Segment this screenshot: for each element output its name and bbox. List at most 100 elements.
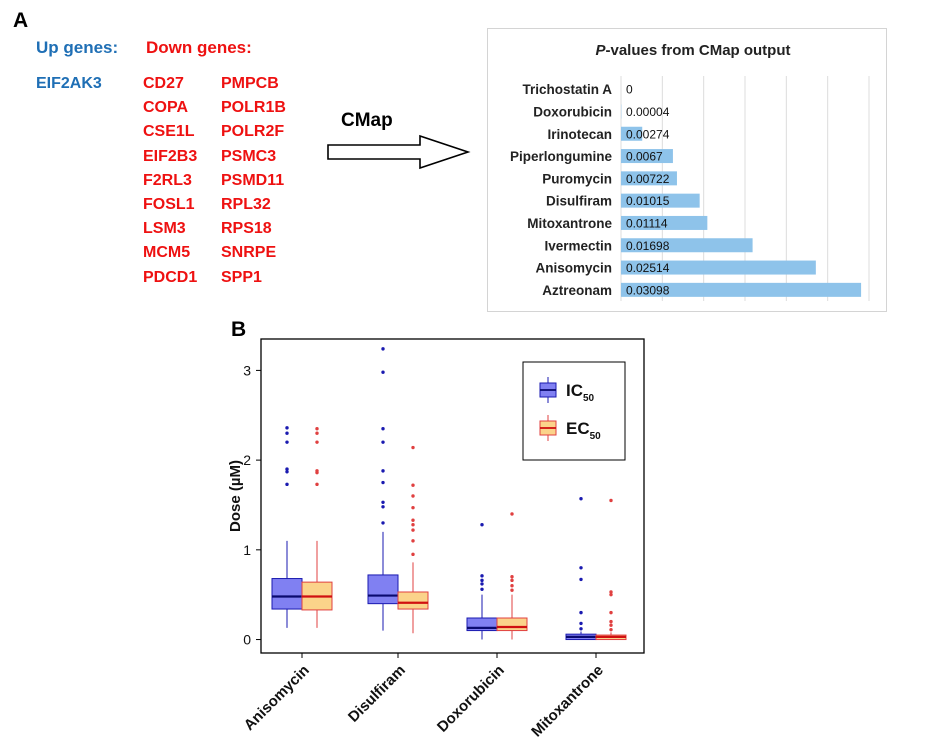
category-label: Trichostatin A [522,82,612,97]
outlier-point [381,521,385,525]
outlier-point [579,577,583,582]
gene-label: MCM5 [143,244,191,262]
gene-label: POLR2F [221,123,285,141]
outlier-point [579,627,583,631]
outlier-point [411,518,415,522]
value-label: 0.0067 [626,150,663,164]
category-label: Ivermectin [544,238,612,253]
pvalue-chart-panel: P-values from CMap output Trichostatin A 0… [487,28,887,312]
outlier-point [609,627,613,632]
category-label: Puromycin [542,171,612,186]
outlier-point [411,523,415,527]
value-label: 0.00004 [626,105,670,119]
outlier-point [411,528,415,532]
outlier-point [480,523,484,527]
outlier-point [381,347,385,351]
outlier-point [381,500,385,504]
gene-label: RPL32 [221,196,271,214]
value-label: 0 [626,83,633,97]
outlier-point [510,588,514,592]
cmap-arrow-shape [327,134,471,170]
pvalue-bar-chart: P-values from CMap output Trichostatin A 0… [510,42,870,301]
outlier-point [315,440,319,444]
down-genes-list-col2: PMPCB POLR1B POLR2F PSMC3 PSMD11 RPL32 RPS18 SN… [221,72,286,290]
outlier-point [411,539,415,543]
outlier-point [609,619,613,624]
outlier-point [381,440,385,444]
gene-label: SNRPE [221,244,277,262]
x-tick-label: Disulfiram [345,662,409,726]
chart-title: P-values from CMap output [595,42,790,59]
gene-label: PSMC3 [221,147,277,165]
outlier-point [609,623,613,627]
outlier-point [480,578,484,583]
bar [621,260,816,275]
outlier-point [381,427,385,431]
box [397,591,429,610]
gene-label: PMPCB [221,75,279,92]
category-label: Piperlongumine [510,149,613,164]
outlier-point [315,482,319,487]
panel-b-letter: B [231,318,247,341]
y-tick-label: 0 [243,632,251,648]
category-label: Disulfiram [546,194,612,209]
x-tick-label: Mitoxantrone [528,662,607,741]
outlier-point [480,574,484,578]
outlier-point [411,552,415,557]
outlier-point [381,505,385,509]
outlier-point [285,470,289,474]
down-genes-header: Down genes: [146,38,252,57]
outlier-point [381,370,385,374]
gene-label: F2RL3 [143,171,192,189]
value-label: 0.01114 [626,216,668,230]
category-label: Anisomycin [535,261,612,276]
value-label: 0.01015 [626,194,670,208]
gene-label: FOSL1 [143,196,195,214]
outlier-point [510,512,514,516]
y-tick-label: 3 [243,362,251,378]
outlier-point [285,431,289,435]
outlier-point [381,480,385,485]
value-label: 0.00722 [626,172,670,186]
outlier-point [315,427,319,431]
outlier-point [579,610,583,615]
outlier-point [411,494,415,498]
bar [621,215,708,230]
gene-label: CSE1L [143,123,195,141]
value-label: 0.01698 [626,239,670,253]
outlier-point [381,469,385,473]
gene-label: POLR1B [221,99,286,117]
bar [621,126,643,141]
outlier-point [315,469,319,473]
cmap-arrow [327,134,471,170]
gene-label: COPA [143,99,189,117]
gene-label: EIF2B3 [143,147,198,165]
outlier-point [510,584,514,588]
box [496,617,528,632]
legend-box [522,361,626,461]
outlier-point [285,482,289,487]
gene-label: PSMD11 [221,171,285,189]
down-genes-list-col1: CD27 COPA CSE1L EIF2B3 F2RL3 FOSL1 LSM3 MCM5 PDC… [143,72,197,290]
gene-label: RPS18 [221,220,272,238]
value-label: 0.03098 [626,283,670,297]
gene-label: SPP1 [221,268,262,286]
outlier-point [315,431,319,435]
y-tick-label: 2 [243,452,251,468]
bar [621,171,677,186]
category-label: Irinotecan [547,127,612,142]
outlier-point [411,445,415,450]
outlier-point [285,440,289,444]
x-tick-label: Anisomycin [241,662,313,734]
category-label: Mitoxantrone [527,216,612,231]
box [367,574,399,605]
plot-frame [260,338,645,654]
cmap-arrow-label: CMap [341,110,393,131]
outlier-point [411,505,415,510]
panel-a-letter: A [13,9,29,32]
outlier-point [411,483,415,487]
gene-label: CD27 [143,75,184,92]
bar [621,238,753,253]
y-axis-label: Dose (µM) [227,460,244,532]
outlier-point [609,590,613,594]
